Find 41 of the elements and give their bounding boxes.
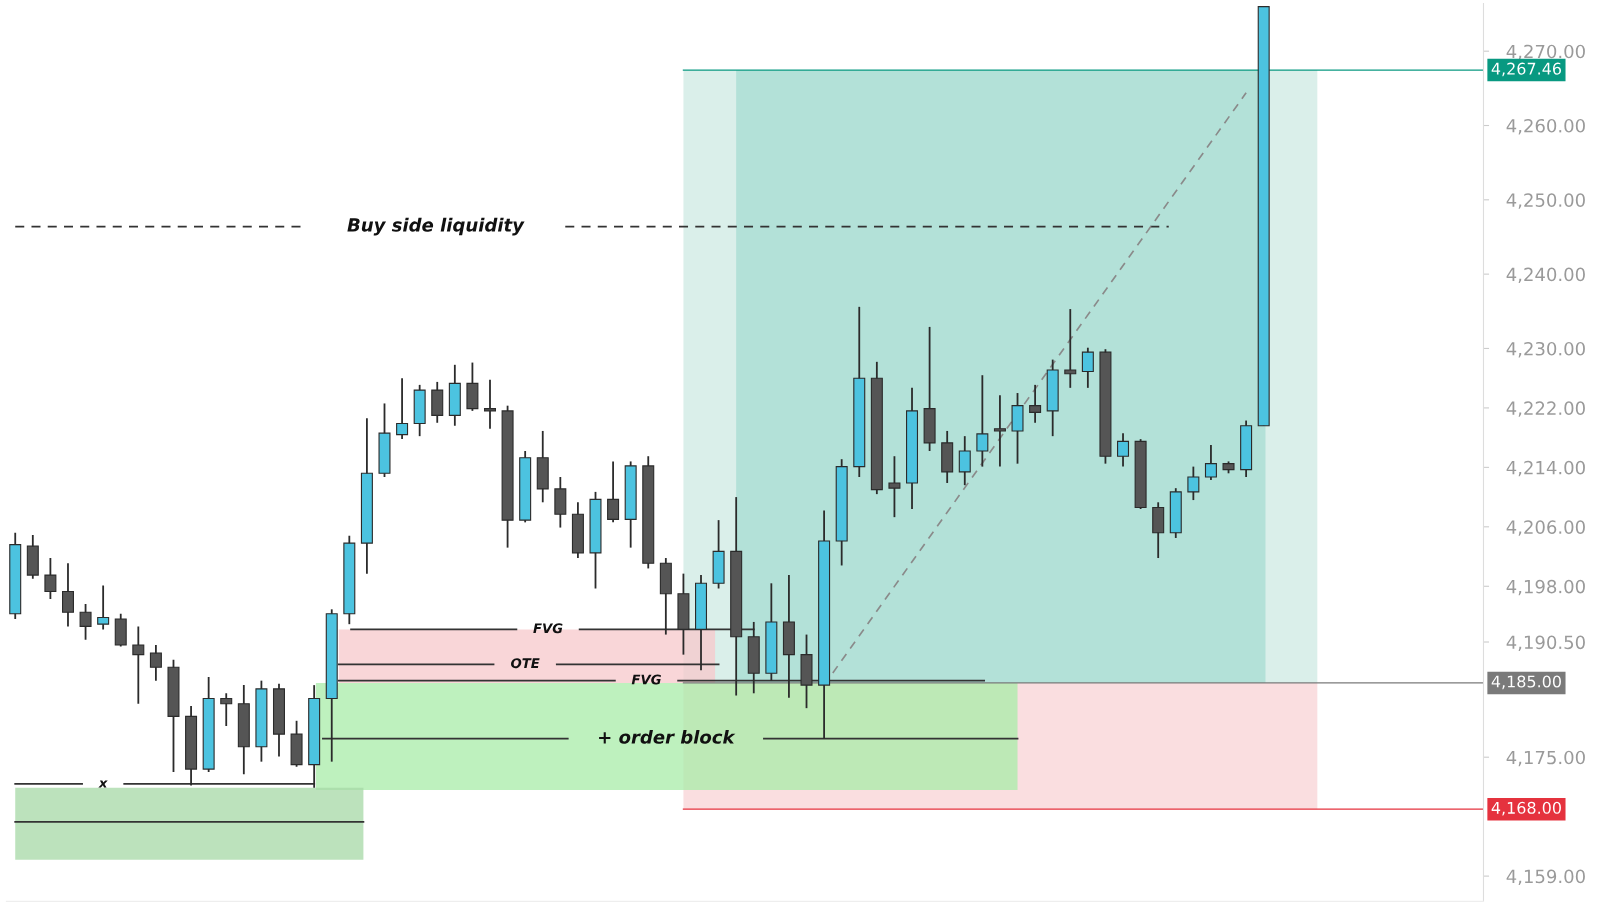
y-tick-label: 4,190.50 — [1506, 635, 1585, 651]
ref-line-label: FVG — [533, 623, 563, 634]
y-tick-label: 4,159.00 — [1506, 869, 1585, 886]
y-tick-label: 4,250.00 — [1506, 193, 1585, 209]
candlestick — [1064, 308, 1077, 389]
candlestick — [483, 378, 497, 430]
candlestick — [958, 435, 971, 487]
candlestick — [976, 374, 989, 468]
candlestick — [607, 460, 620, 524]
candlestick — [1117, 432, 1130, 468]
candlestick — [61, 562, 74, 628]
candlestick — [79, 603, 92, 641]
candlestick — [396, 377, 409, 441]
y-tick-label: 4,206.00 — [1506, 520, 1585, 536]
candlestick — [1081, 346, 1094, 389]
y-tick-label: 4,270.00 — [1506, 44, 1585, 61]
y-tick-label: 4,175.00 — [1506, 750, 1585, 767]
candlestick — [97, 584, 110, 631]
y-tick-label: 4,214.00 — [1506, 460, 1585, 477]
ref-line-label: FVG — [631, 674, 661, 685]
ref-line-label: 4,267.46 — [1491, 62, 1561, 77]
y-tick-label: 4,230.00 — [1506, 341, 1585, 358]
candlestick — [993, 394, 1006, 468]
candlestick — [888, 455, 901, 519]
candlestick — [1029, 383, 1042, 424]
y-tick-label: 4,240.00 — [1506, 267, 1585, 284]
ref-line-label: x — [98, 780, 108, 788]
y-tick-label: 4,198.00 — [1506, 579, 1585, 596]
ref-line-label: 4,185.00 — [1491, 675, 1561, 690]
y-tick-label: 4,260.00 — [1506, 118, 1585, 135]
candlestick — [132, 625, 145, 705]
y-tick-label: 4,222.00 — [1506, 401, 1585, 417]
candlestick — [149, 644, 162, 682]
ref-line-label: Buy side liquidity — [347, 217, 525, 236]
ref-line-label: OTE — [511, 658, 540, 669]
candlestick — [1204, 444, 1217, 481]
candlestick — [44, 557, 57, 600]
candlestick — [1187, 465, 1200, 501]
ref-line-label: 4,168.00 — [1491, 801, 1561, 816]
ref-line-label: + order block — [599, 729, 736, 744]
candlestick — [220, 692, 233, 727]
